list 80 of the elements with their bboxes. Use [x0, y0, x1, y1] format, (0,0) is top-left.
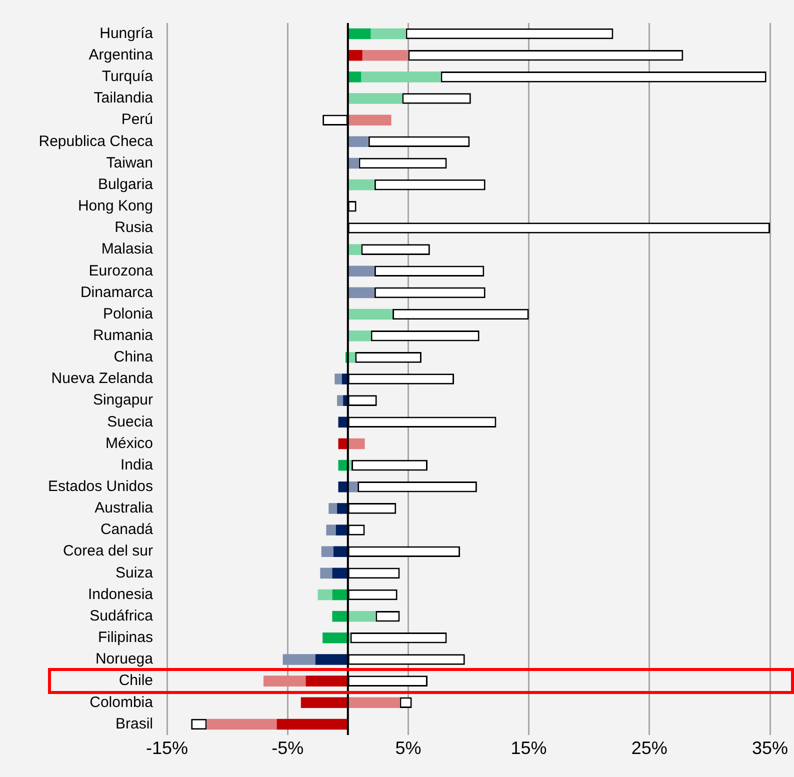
y-tick-label: Malasia — [101, 240, 154, 258]
bar — [206, 718, 277, 730]
bar — [322, 632, 348, 644]
bar — [282, 654, 316, 665]
bar — [332, 589, 348, 600]
bar — [337, 503, 348, 514]
y-tick-label: Noruega — [95, 650, 154, 668]
x-tick-label: -5% — [272, 738, 304, 758]
y-tick-label: Chile — [118, 672, 153, 690]
bar — [348, 330, 371, 342]
bar — [348, 179, 374, 190]
bar — [276, 718, 348, 730]
x-tick-label: -15% — [146, 738, 188, 758]
bar — [300, 697, 348, 708]
y-tick-label: Rumania — [92, 326, 154, 344]
y-tick-label: Perú — [121, 111, 153, 128]
y-tick-label: Colombia — [90, 694, 154, 711]
x-tick-label: 5% — [395, 738, 422, 758]
bar — [326, 524, 336, 536]
y-tick-label: Turquía — [102, 68, 154, 86]
y-tick-label: Suiza — [115, 564, 154, 582]
bar — [348, 244, 362, 255]
bar — [348, 308, 393, 320]
bar — [337, 395, 344, 406]
bar — [348, 438, 365, 450]
bar — [306, 676, 348, 686]
bar — [348, 610, 376, 622]
y-tick-label: Tailandia — [94, 90, 154, 107]
bar — [348, 114, 392, 126]
bar — [333, 546, 348, 557]
bar — [361, 72, 441, 82]
y-tick-label: Taiwan — [106, 154, 153, 172]
y-tick-label: Singapur — [92, 392, 153, 409]
bar — [263, 676, 306, 686]
bar — [348, 50, 362, 61]
y-tick-label: Indonesia — [88, 586, 154, 603]
y-tick-label: Eurozona — [88, 262, 154, 280]
y-tick-label: Sudáfrica — [90, 607, 154, 624]
y-tick-label: Australia — [94, 500, 154, 517]
y-tick-label: Rusia — [114, 219, 154, 236]
bar — [328, 503, 338, 514]
bar — [321, 546, 334, 557]
y-tick-label: Suecia — [107, 413, 154, 430]
x-tick-label: 15% — [510, 738, 547, 758]
y-tick-label: Bulgaria — [98, 176, 154, 193]
bar — [332, 610, 348, 622]
bar — [320, 568, 332, 579]
bar — [348, 158, 359, 169]
bar — [332, 568, 348, 579]
bar — [348, 28, 371, 40]
x-tick-label: 35% — [752, 738, 788, 758]
y-tick-label: China — [114, 348, 154, 366]
bar — [348, 481, 358, 492]
y-tick-label: Hong Kong — [78, 198, 153, 215]
bar — [315, 654, 348, 665]
y-tick-label: Nueva Zelanda — [51, 370, 154, 388]
y-tick-label: Dinamarca — [80, 284, 154, 301]
y-tick-label: Filipinas — [98, 629, 153, 646]
y-tick-label: Hungría — [100, 24, 154, 42]
bar — [318, 589, 332, 600]
bar — [348, 136, 368, 148]
y-tick-label: México — [105, 434, 153, 452]
bar — [336, 524, 348, 536]
bar — [334, 374, 342, 384]
bar — [348, 266, 374, 277]
y-tick-label: Argentina — [88, 46, 154, 64]
bar — [348, 697, 400, 708]
y-tick-label: Polonia — [102, 305, 154, 322]
bar — [370, 28, 406, 40]
bar — [348, 72, 362, 82]
bar — [362, 50, 408, 61]
y-tick-label: Corea del sur — [62, 542, 153, 560]
y-tick-label: India — [120, 456, 154, 474]
y-tick-label: Republica Checa — [38, 132, 154, 150]
y-tick-label: Estados Unidos — [48, 478, 153, 496]
y-tick-label: Canadá — [100, 521, 154, 538]
x-tick-label: 25% — [631, 738, 668, 758]
bar — [348, 287, 374, 298]
bar — [348, 93, 402, 104]
y-tick-label: Brasil — [115, 715, 153, 732]
